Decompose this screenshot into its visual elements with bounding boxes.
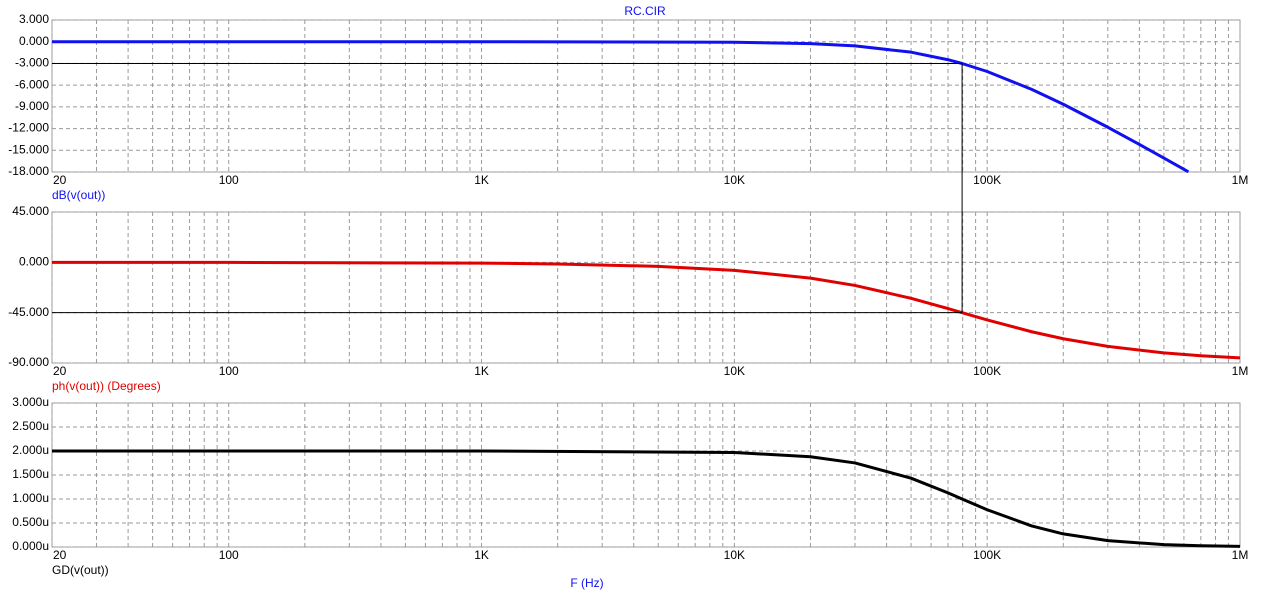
- x-tick-label: 100: [219, 364, 239, 378]
- x-tick-label: 100K: [973, 364, 1001, 378]
- x-tick-label: 1M: [1232, 173, 1249, 187]
- y-tick-label: -15.000: [8, 142, 49, 156]
- y-tick-label: 3.000u: [12, 395, 49, 409]
- x-tick-label: 20: [53, 173, 67, 187]
- y-tick-label: -90.000: [8, 355, 49, 369]
- y-tick-label: 2.500u: [12, 419, 49, 433]
- x-tick-label: 20: [53, 548, 67, 562]
- chart-title: RC.CIR: [624, 4, 666, 18]
- y-tick-label: 1.000u: [12, 491, 49, 505]
- y-tick-label: -45.000: [8, 305, 49, 319]
- series-label: GD(v(out)): [52, 563, 109, 577]
- series-label: dB(v(out)): [52, 188, 105, 202]
- x-tick-label: 100K: [973, 173, 1001, 187]
- y-tick-label: 1.500u: [12, 467, 49, 481]
- x-tick-label: 20: [53, 364, 67, 378]
- y-tick-label: -12.000: [8, 121, 49, 135]
- y-tick-label: 0.000u: [12, 539, 49, 553]
- x-tick-label: 10K: [724, 364, 745, 378]
- y-tick-label: -18.000: [8, 164, 49, 178]
- x-tick-label: 1M: [1232, 548, 1249, 562]
- x-axis-label: F (Hz): [570, 576, 603, 590]
- plot-frame: [51, 211, 1241, 364]
- y-tick-label: -6.000: [15, 77, 49, 91]
- x-tick-label: 10K: [724, 173, 745, 187]
- y-tick-label: -3.000: [15, 56, 49, 70]
- x-tick-label: 100: [219, 173, 239, 187]
- y-tick-label: 0.500u: [12, 515, 49, 529]
- y-tick-label: 0.000: [19, 255, 49, 269]
- x-tick-label: 1K: [474, 548, 489, 562]
- series-label: ph(v(out)) (Degrees): [52, 379, 161, 393]
- data-line: [52, 40, 1190, 174]
- x-tick-label: 100K: [973, 548, 1001, 562]
- y-tick-label: 45.000: [12, 204, 49, 218]
- x-tick-label: 1K: [474, 173, 489, 187]
- data-line: [51, 260, 1241, 360]
- x-tick-label: 1K: [474, 364, 489, 378]
- x-tick-label: 10K: [724, 548, 745, 562]
- x-tick-label: 100: [219, 548, 239, 562]
- plot-frame: [51, 19, 1241, 173]
- y-tick-label: -9.000: [15, 99, 49, 113]
- y-tick-label: 3.000: [19, 12, 49, 26]
- y-tick-label: 2.000u: [12, 443, 49, 457]
- data-line: [52, 449, 1241, 548]
- x-tick-label: 1M: [1232, 364, 1249, 378]
- y-tick-label: 0.000: [19, 34, 49, 48]
